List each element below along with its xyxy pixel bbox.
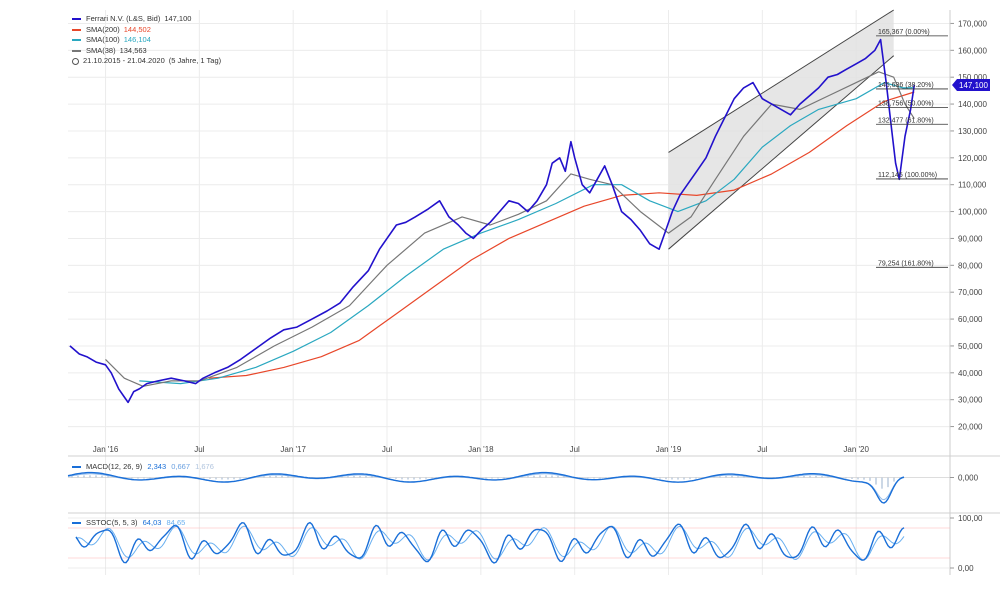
legend-value: 147,100 — [164, 14, 192, 23]
y-tick-label: 90,000 — [958, 234, 983, 243]
sma200-series-line — [208, 91, 915, 379]
macd-panel: 0,000 — [67, 471, 979, 504]
sstoc-swatch — [72, 522, 81, 525]
y-tick-label: 140,000 — [958, 100, 987, 109]
main-price-panel: Jan '16 Jul Jan '17 Jul Jan '18 Jul Jan '19 Jul… — [68, 9, 1000, 575]
fib-level-label: 132,477 (61.80%) — [878, 117, 934, 124]
macd-label: MACD(12, 26, 9) — [86, 462, 143, 471]
legend-value: 146,104 — [123, 35, 151, 44]
y-tick-label: 50,000 — [958, 342, 983, 351]
y-tick-label: 60,000 — [958, 315, 983, 324]
price-swatch — [72, 18, 81, 21]
sstoc-d-line — [75, 525, 905, 561]
y-tick-label: 20,000 — [958, 423, 983, 432]
fib-level-label: 79,254 (161.80%) — [878, 260, 934, 267]
fib-level-label: 165,367 (0.00%) — [878, 29, 930, 36]
y-tick-label: 30,000 — [958, 396, 983, 405]
macd-value: 2,343 — [147, 462, 167, 471]
channel-lower-line — [668, 55, 895, 250]
sstoc-legend: SSTOC(5, 5, 3) 64,03 84,65 — [72, 518, 185, 527]
legend-label: SMA(38) — [86, 45, 116, 55]
x-tick-label: Jan '20 — [843, 445, 869, 454]
legend-label: SMA(200) — [86, 24, 120, 34]
macd-signal-value: 0,667 — [171, 462, 191, 471]
fib-level-label: 138,756 (50.00%) — [878, 100, 934, 107]
legend-item-sma38[interactable]: SMA(38) 134,563 — [72, 46, 221, 57]
y-tick-label: 130,000 — [958, 127, 987, 136]
y-tick-label: 170,000 — [958, 19, 987, 28]
macd-line — [67, 471, 905, 504]
fib-level-label: 145,636 (38.20%) — [878, 82, 934, 89]
macd-hist-value: 1,676 — [195, 462, 214, 471]
sstoc-k-value: 64,03 — [142, 518, 162, 527]
sstoc-panel: 100,00 0,00 — [68, 514, 983, 573]
x-tick-label: Jan '19 — [656, 445, 682, 454]
macd-swatch — [72, 466, 81, 469]
legend-label: SMA(100) — [86, 35, 120, 44]
range-label: 21.10.2015 - 21.04.2020 — [83, 56, 165, 65]
current-price-label: 147,100 — [959, 81, 988, 90]
legend-range[interactable]: 21.10.2015 - 21.04.2020 (5 Jahre, 1 Tag) — [72, 56, 221, 67]
main-legend: Ferrari N.V. (L&S, Bid) 147,100 SMA(200)… — [72, 14, 221, 67]
clock-icon — [72, 57, 79, 65]
channel-upper-line — [668, 9, 894, 153]
x-tick-label: Jul — [382, 445, 392, 454]
x-tick-label: Jan '18 — [468, 445, 494, 454]
macd-y-tick-label: 0,000 — [958, 474, 979, 483]
x-tick-label: Jan '16 — [93, 445, 119, 454]
x-tick-label: Jan '17 — [280, 445, 306, 454]
legend-item-price[interactable]: Ferrari N.V. (L&S, Bid) 147,100 — [72, 14, 221, 25]
y-tick-label: 120,000 — [958, 154, 987, 163]
legend-item-sma200[interactable]: SMA(200) 144,502 — [72, 25, 221, 36]
x-tick-label: Jul — [570, 445, 580, 454]
legend-label: Ferrari N.V. (L&S, Bid) — [86, 14, 161, 23]
range-detail: (5 Jahre, 1 Tag) — [168, 56, 222, 65]
sstoc-y-tick-label: 0,00 — [958, 564, 974, 573]
y-tick-label: 150,000 — [958, 73, 987, 82]
sma38-series-line — [105, 71, 915, 387]
sma38-swatch — [72, 49, 81, 52]
sstoc-y-tick-label: 100,00 — [958, 514, 983, 523]
fib-level-label: 112,145 (100.00%) — [878, 172, 937, 179]
legend-item-sma100[interactable]: SMA(100) 146,104 — [72, 35, 221, 46]
sstoc-k-line — [75, 521, 905, 564]
y-tick-label: 80,000 — [958, 261, 983, 270]
trend-channel — [668, 10, 894, 250]
x-tick-label: Jul — [194, 445, 204, 454]
y-tick-label: 100,000 — [958, 208, 987, 217]
current-price-tag — [952, 78, 990, 91]
legend-value: 134,563 — [119, 45, 147, 55]
price-series-line — [69, 38, 916, 404]
y-tick-label: 160,000 — [958, 46, 987, 55]
y-tick-label: 40,000 — [958, 369, 983, 378]
sma100-swatch — [72, 39, 81, 42]
sstoc-label: SSTOC(5, 5, 3) — [86, 518, 138, 527]
x-tick-label: Jul — [757, 445, 767, 454]
y-tick-label: 70,000 — [958, 288, 983, 297]
legend-value: 144,502 — [123, 24, 151, 34]
y-tick-label: 110,000 — [958, 181, 987, 190]
sma200-swatch — [72, 28, 81, 31]
macd-legend: MACD(12, 26, 9) 2,343 0,667 1,676 — [72, 462, 214, 471]
sstoc-d-value: 84,65 — [166, 518, 186, 527]
